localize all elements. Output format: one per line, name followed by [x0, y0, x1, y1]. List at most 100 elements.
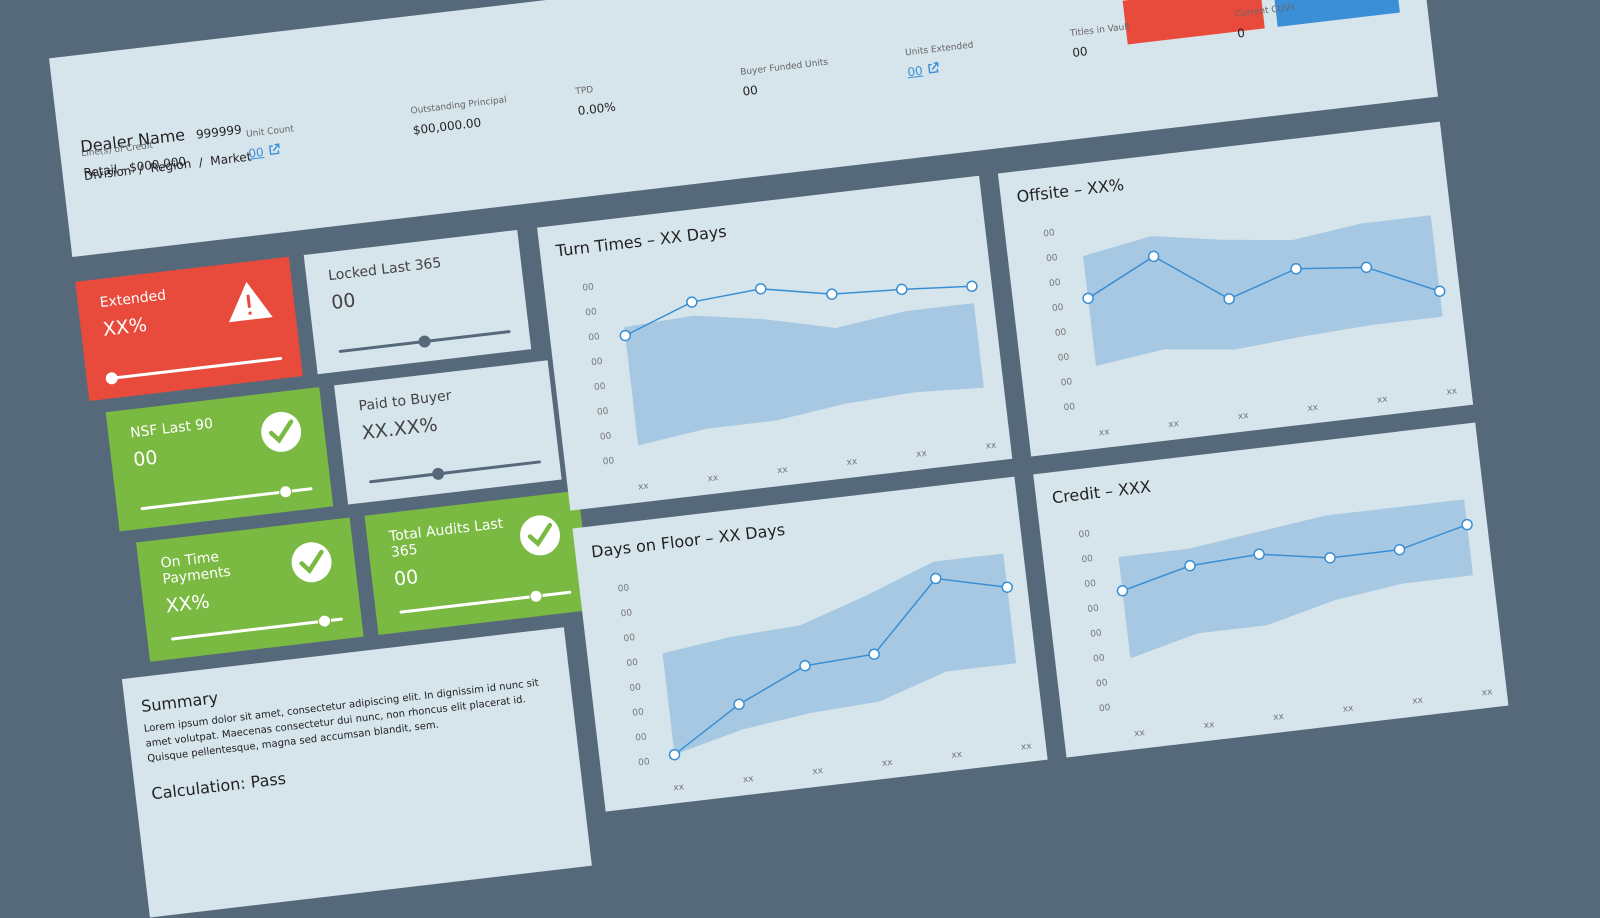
y-tick-label: 00: [582, 282, 595, 293]
trend-point: [1253, 548, 1265, 560]
icon-path: [269, 143, 281, 155]
chart-panel: 00 00 00 00 00 00 00 00 xx xx xx xx xx xx Credit – XXX: [1033, 422, 1509, 758]
x-tick-label: xx: [951, 750, 963, 761]
trend-point: [1116, 585, 1129, 597]
trend-point: [896, 283, 908, 296]
x-tick-label: xx: [1446, 386, 1458, 397]
x-tick-label: xx: [846, 457, 858, 468]
y-tick-label: 00: [629, 683, 642, 694]
field: Units Extended 00: [905, 30, 1068, 80]
icon-path: [928, 61, 940, 74]
check-icon: [261, 411, 302, 452]
y-tick-label: 00: [1087, 604, 1100, 615]
trend-point: [1393, 543, 1406, 556]
card-graphics: [399, 515, 572, 614]
range-band: [1083, 215, 1443, 366]
page: Dealer Name 999999 Division / Region / M…: [48, 0, 1509, 918]
x-tick-label: xx: [812, 766, 824, 777]
stat-card: Extended XX%: [75, 256, 303, 402]
trend-point: [1147, 250, 1160, 263]
range-band: [1118, 499, 1474, 659]
x-tick-label: xx: [1020, 741, 1032, 752]
stat-card: Locked Last 365 00: [303, 229, 532, 375]
y-tick-label: 00: [1093, 653, 1106, 664]
warning-icon: [229, 281, 273, 323]
y-tick-label: 00: [623, 633, 636, 644]
trend-line: [624, 285, 972, 337]
field: Current CUVs 0: [1234, 0, 1397, 41]
field-label: Units Extended: [904, 40, 975, 59]
trend-point: [1324, 552, 1336, 564]
slider-knob: [432, 467, 445, 480]
chart-panel: 00 00 00 00 00 00 00 00 xx xx xx xx xx xx Days on Floo…: [572, 476, 1048, 812]
range-band: [624, 303, 984, 446]
stat-card: Total Audits Last 365 00: [364, 490, 593, 635]
y-tick-label: 00: [1081, 554, 1094, 565]
y-tick-label: 00: [617, 583, 630, 594]
x-tick-label: xx: [1203, 720, 1215, 731]
field: Outstanding Principal $00,000.00: [410, 88, 573, 137]
x-tick-label: xx: [742, 774, 754, 785]
warning-mark: [246, 294, 252, 315]
check-icon: [291, 542, 332, 583]
field-value[interactable]: 00: [247, 145, 265, 161]
trend-point: [1223, 293, 1235, 305]
trend-point: [754, 283, 767, 295]
y-tick-label: 00: [1084, 579, 1097, 590]
dashboard: Dealer Name 999999 Division / Region / M…: [48, 0, 1515, 918]
slider-knob: [105, 372, 118, 385]
y-tick-label: 00: [1043, 228, 1056, 239]
chart-panel: 00 00 00 00 00 00 00 00 xx xx xx xx xx xx Turn Times –…: [537, 175, 1013, 511]
x-tick-label: xx: [1412, 695, 1424, 706]
y-tick-label: 00: [1096, 678, 1109, 689]
y-tick-label: 00: [1090, 629, 1103, 640]
y-tick-label: 00: [585, 307, 598, 318]
field-label: Unit Count: [245, 124, 295, 140]
slider-track: [399, 590, 572, 614]
trend-point: [868, 648, 880, 660]
trend-point: [799, 660, 811, 672]
chart-svg: 00 00 00 00 00 00 00 00 xx xx xx xx xx xx: [582, 280, 998, 493]
trend-point: [1360, 261, 1373, 274]
card-graphics: [105, 281, 283, 385]
y-tick-label: 00: [591, 357, 604, 368]
y-tick-label: 00: [632, 707, 645, 718]
field-value[interactable]: 00: [906, 63, 924, 80]
slider-track: [110, 356, 283, 380]
x-tick-label: xx: [1134, 728, 1146, 739]
y-tick-label: 00: [1078, 529, 1091, 540]
y-tick-label: 00: [1099, 703, 1112, 714]
slider-knob: [279, 485, 293, 499]
trend-point: [668, 748, 681, 761]
card-graphics: [369, 460, 541, 484]
y-tick-label: 00: [1060, 377, 1073, 388]
x-tick-label: xx: [638, 481, 650, 492]
trend-point: [1290, 263, 1302, 275]
external-link-icon: [269, 143, 281, 155]
check-mark: [527, 522, 553, 548]
x-tick-label: xx: [673, 782, 685, 793]
dealer-header: Dealer Name 999999 Division / Region / M…: [48, 0, 1438, 258]
x-tick-label: xx: [1098, 427, 1110, 438]
trend-line: [1122, 523, 1468, 592]
stat-card: NSF Last 90 00: [105, 387, 334, 532]
slider-knob: [418, 335, 431, 348]
trend-point: [1001, 581, 1013, 593]
y-tick-label: 00: [588, 332, 601, 343]
trend-point: [686, 296, 698, 308]
x-tick-label: xx: [1237, 411, 1249, 422]
card-graphics: [338, 330, 511, 353]
x-tick-label: xx: [1481, 687, 1493, 698]
y-tick-label: 00: [1054, 328, 1067, 339]
y-tick-label: 00: [638, 757, 651, 768]
slider-track: [369, 460, 541, 484]
trend-point: [1461, 518, 1473, 531]
y-tick-label: 00: [597, 407, 610, 418]
stat-card: On Time Payments XX%: [136, 517, 364, 662]
stat-card: Paid to Buyer XX.XX%: [334, 360, 562, 505]
trend-point: [826, 288, 838, 300]
y-tick-label: 00: [1049, 278, 1062, 289]
card-graphics: [140, 411, 313, 511]
cards: Extended XX% Locked Last 365 00 NSF Last 90 0…: [56, 0, 1422, 662]
trend-point: [1082, 292, 1094, 305]
